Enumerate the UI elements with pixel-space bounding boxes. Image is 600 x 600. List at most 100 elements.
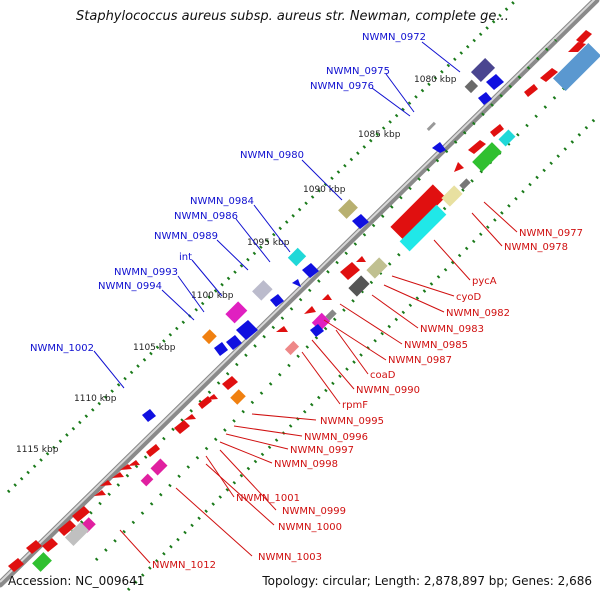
gene-feature[interactable] bbox=[72, 506, 90, 522]
gene-label[interactable]: NWMN_0990 bbox=[356, 385, 420, 396]
gene-label[interactable]: NWMN_1002 bbox=[30, 343, 94, 354]
gene-feature[interactable] bbox=[399, 204, 447, 252]
gene-feature[interactable] bbox=[356, 256, 366, 262]
leader-line bbox=[161, 289, 195, 321]
gene-feature[interactable] bbox=[390, 184, 446, 240]
gene-feature[interactable] bbox=[472, 142, 502, 172]
gene-feature[interactable] bbox=[128, 460, 140, 466]
gene-feature[interactable] bbox=[226, 335, 242, 350]
gene-label[interactable]: NWMN_0977 bbox=[519, 228, 583, 239]
gene-feature[interactable] bbox=[426, 121, 436, 131]
gene-feature[interactable] bbox=[352, 214, 369, 229]
gene-label[interactable]: NWMN_0972 bbox=[362, 32, 426, 43]
gene-feature[interactable] bbox=[304, 306, 316, 314]
gene-feature[interactable] bbox=[252, 280, 273, 301]
gene-label[interactable]: NWMN_0978 bbox=[504, 242, 568, 253]
gene-feature[interactable] bbox=[340, 262, 360, 280]
gene-feature[interactable] bbox=[441, 185, 463, 207]
gene-label[interactable]: NWMN_0995 bbox=[320, 416, 384, 427]
gene-label[interactable]: NWMN_0993 bbox=[114, 267, 178, 278]
gene-feature[interactable] bbox=[222, 376, 238, 390]
gene-feature[interactable] bbox=[470, 57, 496, 83]
gene-label[interactable]: NWMN_0980 bbox=[240, 150, 304, 161]
gene-label[interactable]: NWMN_1000 bbox=[278, 522, 342, 533]
gene-label[interactable]: coaD bbox=[370, 370, 396, 381]
gene-feature[interactable] bbox=[206, 394, 218, 400]
gene-feature[interactable] bbox=[140, 473, 154, 487]
gene-label[interactable]: NWMN_0999 bbox=[282, 506, 346, 517]
gene-label[interactable]: NWMN_0982 bbox=[446, 308, 510, 319]
gene-label[interactable]: NWMN_0989 bbox=[154, 231, 218, 242]
gene-label[interactable]: NWMN_0984 bbox=[190, 196, 254, 207]
gene-feature[interactable] bbox=[486, 74, 504, 90]
gene-label[interactable]: NWMN_0976 bbox=[310, 81, 374, 92]
gene-feature[interactable] bbox=[348, 275, 370, 297]
gene-feature[interactable] bbox=[325, 309, 337, 321]
gene-feature[interactable] bbox=[310, 324, 324, 337]
gene-feature[interactable] bbox=[146, 444, 160, 457]
gene-feature[interactable] bbox=[8, 558, 24, 572]
gene-feature[interactable] bbox=[568, 42, 586, 52]
gene-feature[interactable] bbox=[184, 414, 196, 420]
gene-feature[interactable] bbox=[100, 480, 112, 486]
gene-feature[interactable] bbox=[302, 263, 319, 278]
gene-feature[interactable] bbox=[540, 68, 558, 82]
gene-label[interactable]: int bbox=[179, 252, 192, 263]
gene-feature[interactable] bbox=[459, 178, 471, 190]
gene-feature[interactable] bbox=[498, 129, 516, 147]
gene-feature[interactable] bbox=[468, 140, 486, 154]
gene-label[interactable]: NWMN_0975 bbox=[326, 66, 390, 77]
gene-feature[interactable] bbox=[366, 257, 388, 279]
gene-label[interactable]: NWMN_0985 bbox=[404, 340, 468, 351]
gene-feature[interactable] bbox=[552, 42, 600, 92]
gene-feature[interactable] bbox=[322, 294, 332, 300]
gene-feature[interactable] bbox=[432, 142, 446, 153]
gene-label[interactable]: NWMN_1003 bbox=[258, 552, 322, 563]
gene-label[interactable]: NWMN_0994 bbox=[98, 281, 162, 292]
gene-feature[interactable] bbox=[284, 340, 300, 356]
gene-label[interactable]: cyoD bbox=[456, 292, 482, 303]
gene-feature[interactable] bbox=[490, 124, 504, 137]
gene-feature[interactable] bbox=[287, 247, 307, 267]
gene-feature[interactable] bbox=[42, 538, 58, 552]
gene-label[interactable]: NWMN_0997 bbox=[290, 445, 354, 456]
gene-label[interactable]: NWMN_0996 bbox=[304, 432, 368, 443]
gene-label[interactable]: NWMN_0987 bbox=[388, 355, 452, 366]
gene-feature[interactable] bbox=[276, 326, 288, 332]
gene-feature[interactable] bbox=[225, 301, 248, 324]
gene-label[interactable]: NWMN_1012 bbox=[152, 560, 216, 571]
gene-feature[interactable] bbox=[26, 540, 42, 554]
gene-label[interactable]: pycA bbox=[472, 276, 497, 287]
gene-feature[interactable] bbox=[464, 79, 479, 94]
gene-feature[interactable] bbox=[201, 329, 217, 345]
gene-feature[interactable] bbox=[270, 294, 284, 307]
tick-label: 1100 kbp bbox=[191, 291, 234, 301]
gene-label[interactable]: NWMN_0986 bbox=[174, 211, 238, 222]
gene-feature[interactable] bbox=[150, 458, 168, 476]
gene-label[interactable]: rpmF bbox=[342, 400, 368, 411]
gene-feature[interactable] bbox=[58, 520, 76, 536]
gene-feature[interactable] bbox=[478, 92, 492, 105]
gene-feature[interactable] bbox=[94, 490, 106, 496]
gene-feature[interactable] bbox=[292, 279, 301, 287]
gene-feature[interactable] bbox=[454, 162, 464, 172]
gene-feature[interactable] bbox=[338, 199, 358, 219]
gene-feature[interactable] bbox=[230, 389, 246, 405]
leader-line bbox=[177, 275, 205, 313]
gene-feature[interactable] bbox=[174, 420, 190, 434]
gene-feature[interactable] bbox=[236, 320, 258, 340]
gene-feature[interactable] bbox=[142, 409, 156, 422]
gene-label[interactable]: NWMN_0998 bbox=[274, 459, 338, 470]
gene-feature[interactable] bbox=[214, 342, 228, 356]
gene-feature[interactable] bbox=[64, 521, 90, 547]
gene-label[interactable]: NWMN_1001 bbox=[236, 493, 300, 504]
gene-feature[interactable] bbox=[576, 30, 592, 44]
gene-label[interactable]: NWMN_0983 bbox=[420, 324, 484, 335]
gene-feature[interactable] bbox=[32, 552, 52, 572]
leader-line bbox=[335, 329, 369, 375]
gene-feature[interactable] bbox=[524, 84, 538, 97]
leader-line bbox=[219, 441, 273, 464]
gene-feature[interactable] bbox=[112, 472, 124, 478]
tick-label: 1110 kbp bbox=[74, 394, 117, 404]
